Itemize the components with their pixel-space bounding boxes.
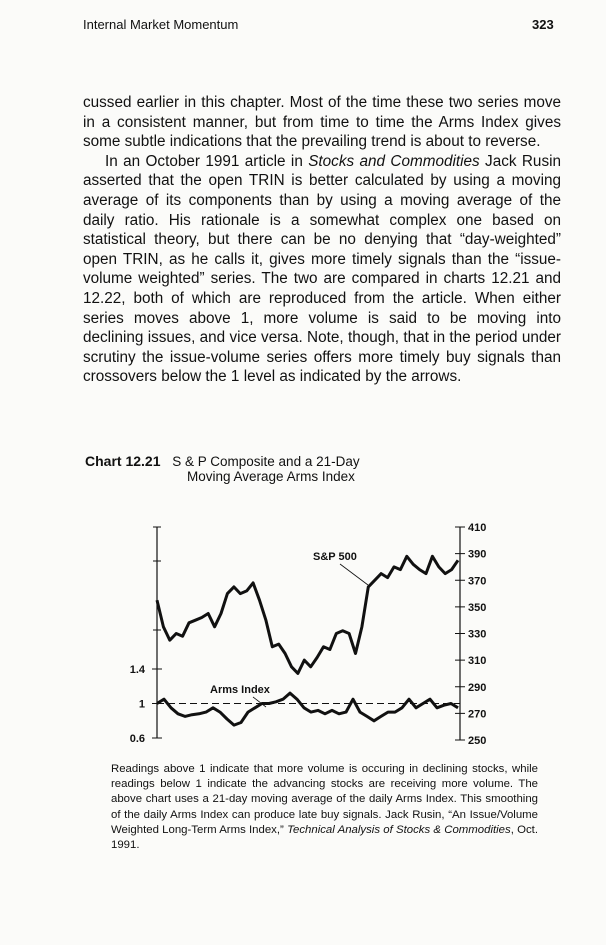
note-source: Technical Analysis of Stocks & Commoditi… <box>287 823 511 836</box>
chart-caption: Chart 12.21 S & P Composite and a 21-Day… <box>85 453 360 484</box>
note-text: Readings above 1 indicate that more volu… <box>111 763 538 836</box>
page-number: 323 <box>532 17 554 32</box>
right-tick-label: 250 <box>468 735 486 747</box>
arms-pointer <box>252 696 267 708</box>
sp500-line <box>155 554 460 675</box>
right-tick-label: 350 <box>468 602 486 614</box>
right-tick-label: 290 <box>468 682 486 694</box>
right-tick-label: 390 <box>468 549 486 561</box>
left-tick-label: 1 <box>139 699 145 711</box>
sp500-pointer <box>339 563 369 586</box>
right-tick-label: 410 <box>468 522 486 534</box>
right-tick-label: 370 <box>468 575 486 587</box>
caption-line2: Moving Average Arms Index <box>187 469 355 484</box>
body-text: cussed earlier in this chapter. Most of … <box>83 93 561 387</box>
right-tick-label: 270 <box>468 708 486 720</box>
chart-number: Chart 12.21 <box>85 453 161 469</box>
chart: 410 390 370 350 330 310 290 270 250 1.4 1 0.6 S&P 5… <box>130 522 487 747</box>
chart-note: Readings above 1 indicate that more volu… <box>111 762 538 853</box>
paragraph: cussed earlier in this chapter. Most of … <box>83 94 561 151</box>
right-tick-label: 330 <box>468 629 486 641</box>
arms-label: Arms Index <box>210 684 271 696</box>
arms-index-line <box>156 691 459 727</box>
caption-line1: S & P Composite and a 21-Day <box>172 454 360 469</box>
text: Jack Rusin asserted that the open TRIN i… <box>83 152 561 386</box>
running-header: Internal Market Momentum <box>83 17 239 32</box>
paragraph: In an October 1991 article in Stocks and… <box>83 152 561 387</box>
sp500-label: S&P 500 <box>313 551 357 563</box>
text: In an October 1991 article in <box>105 152 309 170</box>
left-tick-label: 0.6 <box>130 733 145 745</box>
right-tick-label: 310 <box>468 655 486 667</box>
note-tail: , Oct. 1991. <box>111 823 538 852</box>
left-tick-label: 1.4 <box>130 664 146 676</box>
emphasis: Stocks and Commodities <box>308 152 480 170</box>
